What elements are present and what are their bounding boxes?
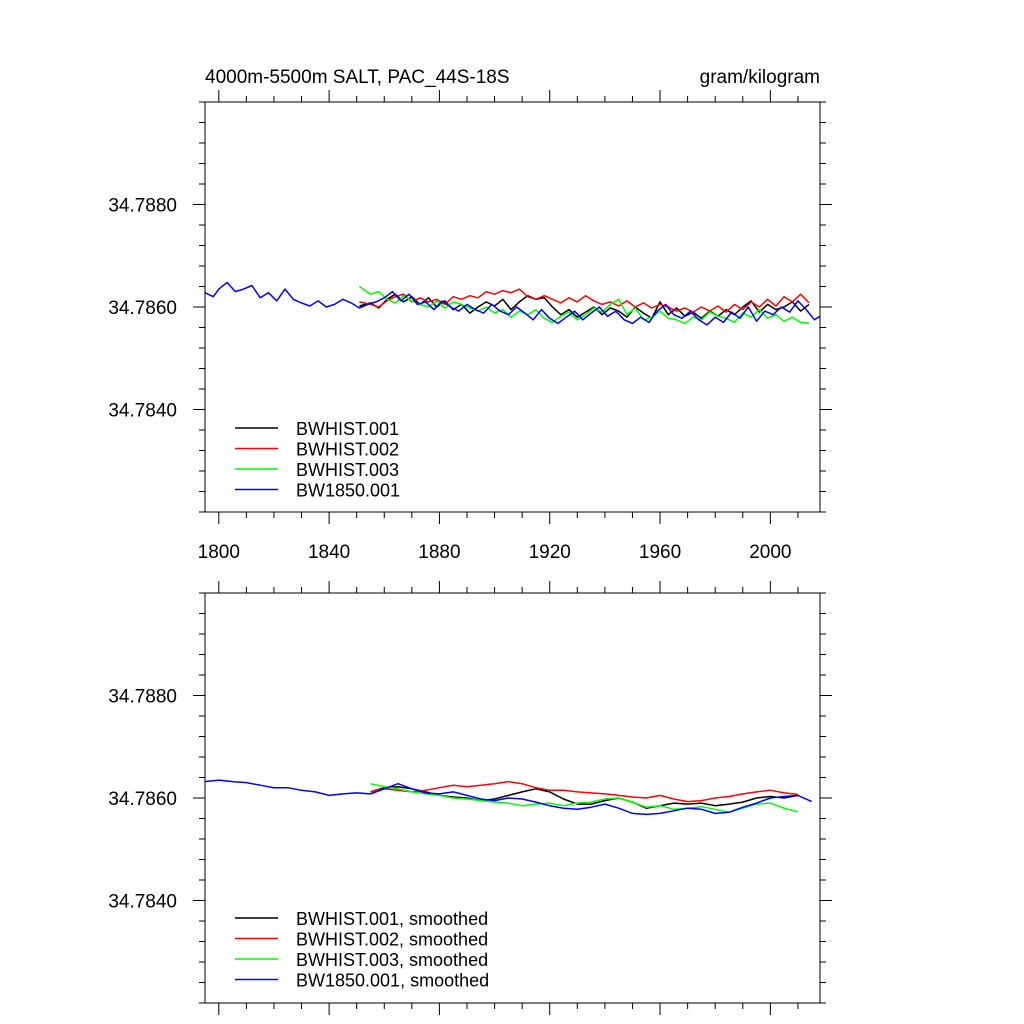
legend-label: BWHIST.002, smoothed (296, 930, 488, 950)
y-tick-label: 34.7840 (108, 401, 177, 422)
x-tick-label: 1800 (198, 542, 240, 563)
y-tick-label: 34.7860 (108, 789, 177, 810)
legend-label: BWHIST.002 (296, 440, 399, 460)
x-tick-label: 1960 (639, 542, 681, 563)
y-tick-label: 34.7860 (108, 298, 177, 319)
series-group (205, 281, 820, 326)
bottom-panel: 34.7840 34.7860 34.7880 BWHIST.001, smoothe… (108, 581, 832, 1015)
legend-label: BW1850.001, smoothed (296, 971, 489, 991)
series-line-bwhist-003 (358, 285, 810, 325)
y-tick-label: 34.7880 (108, 687, 177, 708)
series-group (205, 779, 813, 816)
series-line-bw1850-001-smoothed (205, 779, 813, 816)
x-tick-label: 2000 (749, 542, 791, 563)
chart-units: gram/kilogram (700, 67, 820, 88)
legend-label: BWHIST.001, smoothed (296, 909, 488, 929)
top-panel: 4000m-5500m SALT, PAC_44S-18S gram/kilogr… (108, 67, 832, 563)
series-line-bwhist-002-smoothed (370, 780, 798, 803)
series-line-bw1850-001 (205, 281, 820, 326)
x-tick-label: 1880 (418, 542, 460, 563)
x-tick-label: 1920 (529, 542, 571, 563)
y-tick-label: 34.7840 (108, 892, 177, 913)
legend-label: BWHIST.001 (296, 419, 399, 439)
series-line-bwhist-002 (359, 288, 810, 313)
x-tick-label: 1840 (308, 542, 350, 563)
chart-title: 4000m-5500m SALT, PAC_44S-18S (205, 67, 510, 88)
series-line-bwhist-001-smoothed (370, 785, 799, 809)
legend-label: BW1850.001 (296, 481, 400, 501)
legend-label: BWHIST.003 (296, 460, 399, 480)
y-tick-label: 34.7880 (108, 196, 177, 217)
legend-label: BWHIST.003, smoothed (296, 950, 488, 970)
